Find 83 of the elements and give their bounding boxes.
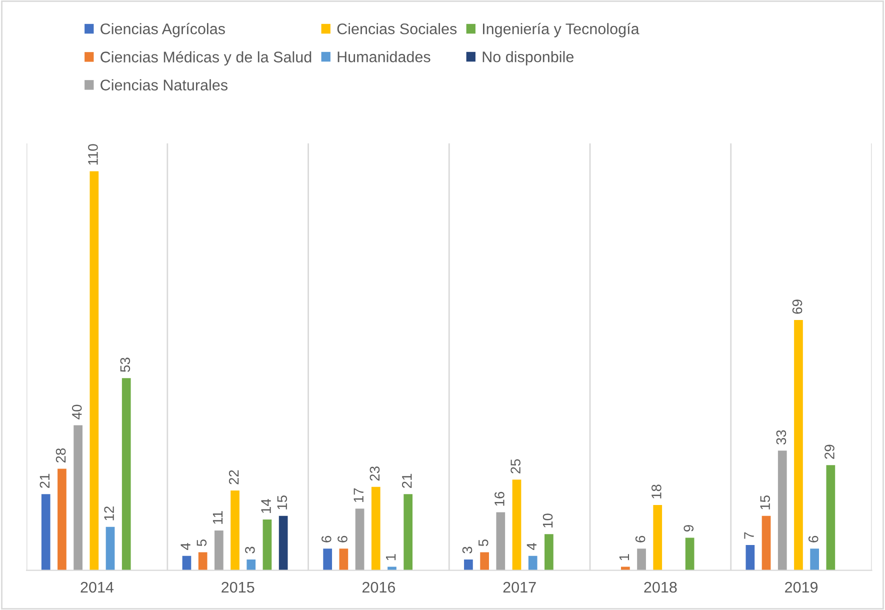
data-label: 6 — [321, 536, 332, 542]
bar — [762, 516, 771, 570]
data-label: 22 — [228, 470, 239, 484]
bar — [41, 494, 50, 570]
bar — [323, 548, 332, 570]
data-label: 53 — [120, 358, 130, 372]
bar — [74, 425, 82, 570]
data-label: 16 — [494, 492, 504, 506]
data-label: 5 — [478, 540, 488, 546]
data-label: 4 — [526, 542, 536, 550]
bar — [464, 559, 473, 570]
data-label: 18 — [652, 484, 662, 498]
bar — [214, 530, 224, 570]
bar — [778, 450, 787, 570]
x-tick-label: 2017 — [503, 582, 536, 593]
bar — [826, 465, 836, 570]
bar — [653, 505, 662, 570]
x-tick-label: 2019 — [785, 582, 818, 593]
data-label: 23 — [370, 466, 380, 481]
x-tick-label: 2014 — [80, 582, 114, 593]
bar — [122, 378, 131, 570]
bar — [512, 480, 522, 570]
bar — [262, 520, 272, 570]
legend-label: Ingeniería y Tecnología — [482, 22, 640, 38]
bar — [371, 486, 380, 570]
data-label: 25 — [510, 459, 520, 474]
data-label: 1 — [386, 554, 396, 560]
legend-label: Humanidades — [338, 51, 430, 62]
data-label: 15 — [760, 496, 770, 510]
data-label: 6 — [338, 536, 348, 542]
data-label: 21 — [40, 474, 50, 488]
data-label: 40 — [72, 404, 82, 420]
legend-label: Ciencias Agrícolas — [100, 22, 225, 38]
bar — [58, 468, 66, 570]
bar — [685, 538, 694, 570]
legend-label: Ciencias Médicas y de la Salud — [100, 51, 312, 66]
bar — [246, 559, 256, 570]
data-label: 69 — [792, 300, 802, 314]
data-label: 3 — [462, 546, 472, 554]
legend-label: Ciencias Sociales — [337, 23, 457, 34]
data-label: 33 — [776, 430, 786, 445]
bar — [620, 566, 630, 570]
bar — [496, 512, 506, 570]
bar — [388, 566, 396, 570]
bar — [404, 494, 413, 570]
data-label: 17 — [354, 488, 364, 502]
data-label: 11 — [212, 511, 223, 524]
x-tick-label: 2018 — [644, 582, 677, 593]
bar — [480, 552, 489, 570]
x-tick-label: 2016 — [362, 582, 396, 593]
bar — [544, 534, 554, 570]
data-label: 3 — [245, 546, 255, 554]
data-label: 28 — [56, 448, 66, 463]
bar — [106, 526, 115, 570]
data-label: 12 — [104, 506, 114, 520]
data-label: 9 — [684, 525, 694, 532]
bar — [637, 548, 646, 570]
bar — [810, 548, 819, 570]
bar — [198, 552, 208, 570]
data-label: 29 — [824, 444, 834, 459]
data-label: 4 — [180, 542, 190, 550]
legend-label: Ciencias Naturales — [100, 79, 228, 90]
bar — [355, 508, 364, 570]
bar — [278, 516, 288, 570]
data-label: 10 — [542, 514, 553, 528]
bar — [794, 320, 803, 570]
data-label: 21 — [402, 474, 412, 488]
x-tick-label: 2015 — [222, 582, 254, 593]
legend-label: No disponbile — [482, 51, 574, 66]
data-label: 14 — [261, 498, 271, 513]
data-label: 5 — [196, 540, 207, 546]
bar — [230, 490, 240, 570]
bar — [90, 171, 99, 570]
bar — [746, 544, 755, 570]
data-label: 110 — [88, 144, 98, 165]
bar — [182, 556, 192, 570]
data-label: 7 — [744, 532, 754, 539]
data-label: 6 — [808, 536, 818, 542]
data-label: 6 — [635, 536, 646, 542]
bar — [528, 556, 538, 570]
bar — [339, 548, 348, 570]
data-label: 1 — [619, 554, 630, 560]
data-label: 15 — [277, 496, 288, 510]
